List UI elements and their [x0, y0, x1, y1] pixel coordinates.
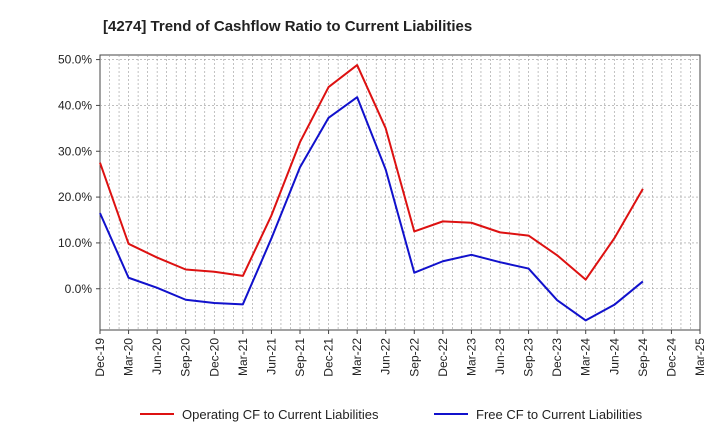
plot-area — [99, 54, 701, 331]
x-tick-label: Mar-21 — [236, 338, 250, 376]
x-tick-label: Sep-22 — [407, 338, 421, 377]
series-line-2 — [99, 96, 644, 322]
legend: Operating CF to Current Liabilities Free … — [140, 407, 643, 422]
legend-label-1: Operating CF to Current Liabilities — [182, 407, 379, 422]
chart-title: [4274] Trend of Cashflow Ratio to Curren… — [103, 18, 472, 35]
x-tick-label: Jun-21 — [264, 338, 278, 375]
x-tick-label: Sep-21 — [293, 338, 307, 377]
x-tick-label: Jun-20 — [150, 338, 164, 375]
x-tick-label: Mar-23 — [464, 338, 478, 376]
series-lines — [99, 64, 644, 322]
x-tick-label: Sep-24 — [636, 338, 650, 377]
x-tick-label: Jun-23 — [493, 338, 507, 375]
x-tick-label: Dec-21 — [322, 338, 336, 377]
series-line-1 — [99, 64, 644, 281]
y-axis: 0.0% 10.0% 20.0% 30.0% 40.0% 50.0% — [58, 53, 100, 296]
x-tick-label: Mar-25 — [693, 338, 707, 376]
x-tick-label: Sep-20 — [179, 338, 193, 377]
x-tick-label: Dec-24 — [664, 338, 678, 377]
x-tick-label: Jun-22 — [379, 338, 393, 375]
y-tick-label: 0.0% — [65, 282, 93, 296]
x-tick-label: Dec-19 — [93, 338, 107, 377]
x-axis: Dec-19 Mar-20 Jun-20 Sep-20 Dec-20 Mar-21 Jun-… — [93, 330, 707, 377]
y-tick-label: 30.0% — [58, 144, 92, 158]
x-tick-label: Mar-20 — [122, 338, 136, 376]
x-tick-label: Sep-23 — [522, 338, 536, 377]
x-tick-label: Dec-23 — [550, 338, 564, 377]
legend-label-2: Free CF to Current Liabilities — [476, 407, 643, 422]
x-tick-label: Dec-22 — [436, 338, 450, 377]
y-tick-label: 10.0% — [58, 236, 92, 250]
y-tick-label: 50.0% — [58, 53, 92, 67]
x-tick-label: Mar-22 — [350, 338, 364, 376]
x-tick-label: Dec-20 — [207, 338, 221, 377]
y-tick-label: 40.0% — [58, 98, 92, 112]
x-tick-label: Mar-24 — [579, 338, 593, 376]
y-tick-label: 20.0% — [58, 190, 92, 204]
x-tick-label: Jun-24 — [607, 338, 621, 375]
